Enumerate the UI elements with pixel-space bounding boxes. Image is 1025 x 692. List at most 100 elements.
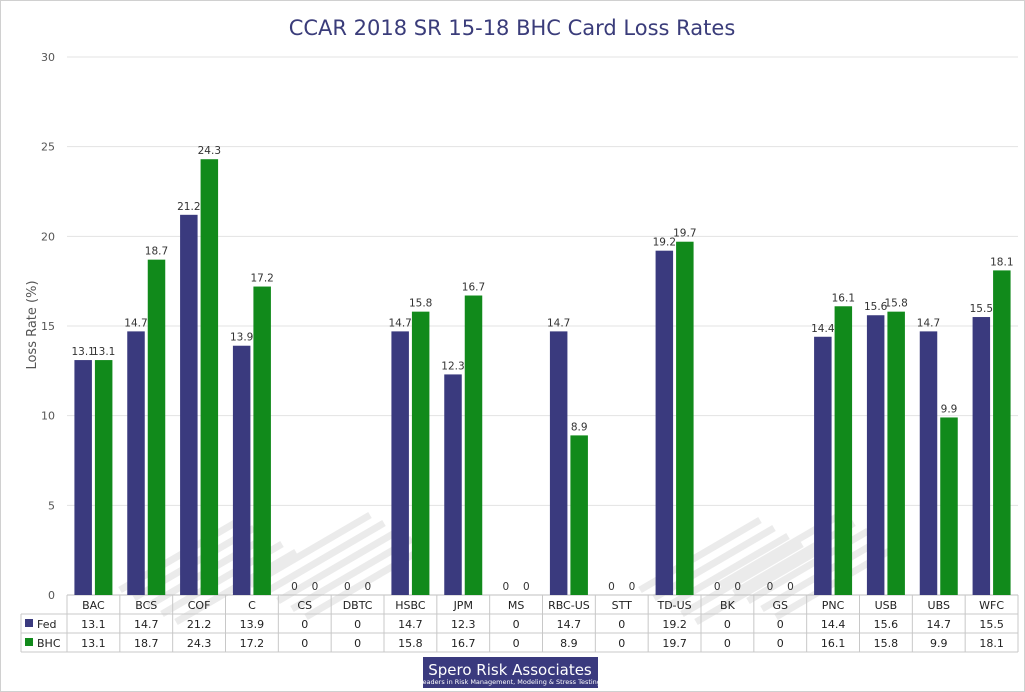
bar-fed-td-us — [655, 250, 674, 595]
bar-bhc-c — [253, 286, 271, 595]
data-label: 13.1 — [92, 346, 115, 358]
x-tick-label: USB — [875, 599, 898, 612]
bar-fed-rbc-us — [549, 331, 568, 595]
table-cell: 21.2 — [187, 618, 212, 631]
bar-bhc-cof — [200, 159, 219, 595]
bar-bhc-ubs — [940, 417, 958, 595]
data-label: 15.6 — [864, 301, 888, 313]
table-cell: 19.2 — [662, 618, 687, 631]
table-cell: 0 — [513, 637, 520, 650]
table-cell: 0 — [618, 637, 625, 650]
table-cell: 14.7 — [134, 618, 159, 631]
y-tick-label: 20 — [41, 230, 55, 243]
table-cell: 14.7 — [557, 618, 582, 631]
table-cell: 8.9 — [560, 637, 578, 650]
company-logo: Spero Risk Associates Leaders in Risk Ma… — [419, 657, 601, 688]
table-cell: 16.1 — [821, 637, 846, 650]
bar-fed-wfc — [972, 317, 991, 595]
data-label: 0 — [502, 581, 509, 593]
data-label: 21.2 — [177, 201, 200, 213]
legend-label-bhc: BHC — [37, 637, 61, 650]
data-label: 14.7 — [547, 317, 570, 329]
data-label: 16.1 — [832, 292, 855, 304]
table-cell: 15.5 — [979, 618, 1004, 631]
table-cell: 24.3 — [187, 637, 212, 650]
table-cell: 0 — [724, 618, 731, 631]
data-label: 14.7 — [124, 317, 147, 329]
x-tick-label: DBTC — [343, 599, 373, 612]
data-label: 17.2 — [250, 273, 273, 285]
legend-swatch-bhc — [25, 638, 33, 646]
x-tick-label: PNC — [822, 599, 845, 612]
x-tick-label: BK — [720, 599, 736, 612]
chart-title: CCAR 2018 SR 15-18 BHC Card Loss Rates — [289, 16, 736, 40]
data-label: 15.8 — [884, 298, 907, 310]
watermark-stripe — [732, 519, 856, 597]
table-cell: 0 — [618, 618, 625, 631]
data-label: 0 — [523, 581, 530, 593]
bar-bhc-wfc — [993, 270, 1011, 595]
table-cell: 0 — [777, 637, 784, 650]
logo-background — [423, 657, 598, 688]
watermark-stripe — [680, 540, 804, 618]
data-label: 19.2 — [653, 237, 676, 249]
bar-bhc-rbc-us — [570, 435, 588, 595]
table-cell: 15.6 — [874, 618, 899, 631]
x-tick-label: JPM — [453, 599, 473, 612]
y-tick-label: 15 — [41, 320, 55, 333]
x-tick-label: RBC-US — [548, 599, 590, 612]
data-label: 18.1 — [990, 256, 1013, 268]
data-table: BAC BCS COF C CS DBTC HSBC JPM MS RBC-US STT TD-US B… — [20, 595, 1019, 653]
table-cell: 15.8 — [874, 637, 899, 650]
y-tick-label: 0 — [48, 589, 55, 602]
data-label: 9.9 — [941, 403, 958, 415]
bars — [74, 159, 1011, 596]
bar-fed-ubs — [919, 331, 938, 595]
x-tick-label: C — [248, 599, 256, 612]
bar-bhc-bcs — [147, 259, 166, 595]
data-labels: 13.113.1 14.7 18.7 21.2 24.3 13.9 17.2 0 0 0 0 14.7… — [71, 145, 1013, 593]
table-cell: 19.7 — [662, 637, 687, 650]
bar-fed-pnc — [814, 336, 832, 595]
x-tick-label: COF — [188, 599, 211, 612]
bar-bhc-usb — [887, 311, 905, 595]
table-cell: 14.4 — [821, 618, 846, 631]
y-axis-label: Loss Rate (%) — [25, 280, 40, 369]
table-cell: 14.7 — [398, 618, 423, 631]
table-cell: 0 — [354, 637, 361, 650]
data-label: 0 — [608, 581, 615, 593]
bar-fed-c — [232, 345, 251, 595]
bar-fed-bac — [74, 360, 92, 595]
x-tick-label: STT — [612, 599, 633, 612]
data-label: 19.7 — [673, 228, 696, 240]
table-cell: 0 — [301, 618, 308, 631]
data-label: 8.9 — [571, 421, 588, 433]
y-tick-label: 10 — [41, 410, 55, 423]
data-label: 0 — [787, 581, 794, 593]
y-tick-label: 25 — [41, 141, 55, 154]
table-cell: 12.3 — [451, 618, 476, 631]
data-label: 13.9 — [230, 332, 253, 344]
bar-bhc-bac — [94, 360, 113, 595]
x-tick-label: TD-US — [656, 599, 691, 612]
table-cell: 15.8 — [398, 637, 423, 650]
y-axis-ticks: 0 5 10 15 20 25 30 — [41, 51, 55, 602]
x-tick-label: UBS — [928, 599, 950, 612]
y-tick-label: 30 — [41, 51, 55, 64]
bar-fed-bcs — [127, 331, 145, 595]
bar-fed-hsbc — [391, 331, 409, 595]
data-label: 0 — [629, 581, 636, 593]
data-label: 15.5 — [970, 303, 993, 315]
x-tick-label: HSBC — [395, 599, 426, 612]
table-cell: 17.2 — [240, 637, 265, 650]
data-label: 13.1 — [71, 346, 94, 358]
logo-tagline: Leaders in Risk Management, Modeling & S… — [419, 678, 601, 686]
table-cell: 16.7 — [451, 637, 476, 650]
bar-bhc-hsbc — [411, 311, 430, 595]
x-tick-label: CS — [297, 599, 312, 612]
data-label: 0 — [734, 581, 741, 593]
table-cell: 13.1 — [81, 637, 106, 650]
table-cell: 0 — [301, 637, 308, 650]
x-tick-label: BCS — [135, 599, 157, 612]
table-cell: 18.1 — [979, 637, 1004, 650]
